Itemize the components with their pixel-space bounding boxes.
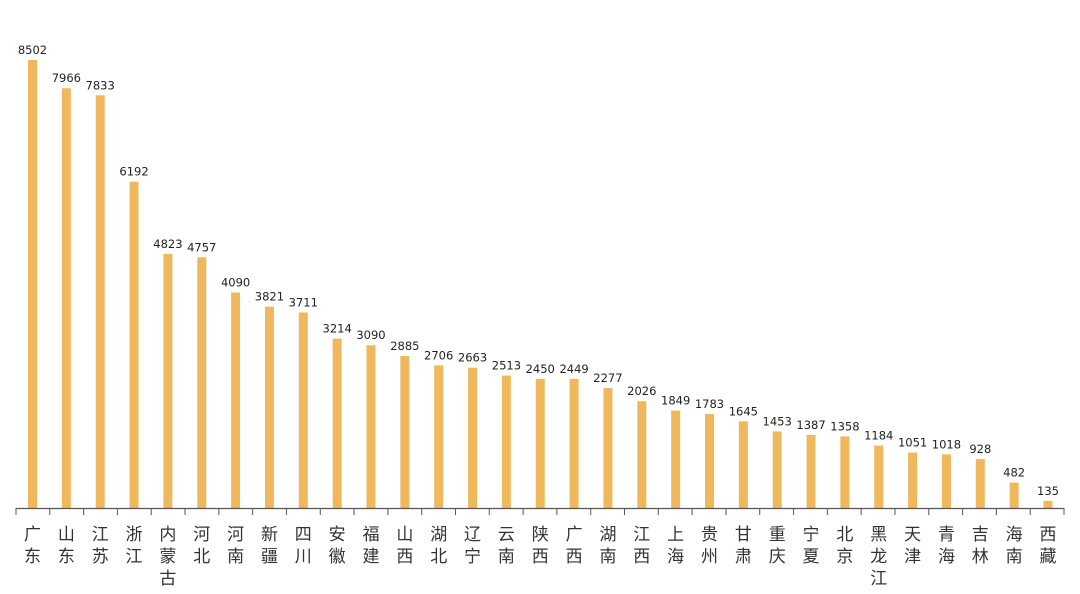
bar bbox=[468, 367, 478, 508]
value-label: 1387 bbox=[796, 418, 825, 432]
category-label: 四川 bbox=[295, 525, 312, 567]
bar bbox=[332, 338, 342, 508]
bar bbox=[569, 378, 579, 508]
value-label: 2450 bbox=[526, 362, 555, 376]
bar bbox=[501, 375, 511, 508]
x-axis-ticks-group bbox=[15, 508, 1065, 515]
value-label: 2885 bbox=[390, 339, 419, 353]
category-label: 上海 bbox=[667, 525, 684, 567]
bar bbox=[231, 292, 241, 508]
category-label: 北京 bbox=[836, 525, 853, 567]
bar bbox=[298, 312, 308, 508]
value-labels-group: 8502 7966 7833 6192 4823 4757 4090 3821 3711 3214… bbox=[18, 43, 1059, 498]
bar bbox=[95, 95, 105, 508]
bar bbox=[671, 410, 681, 508]
bar bbox=[163, 253, 173, 508]
category-label: 河北 bbox=[193, 525, 210, 567]
category-label: 云南 bbox=[498, 525, 515, 567]
category-label: 福建 bbox=[363, 525, 380, 567]
value-label: 1849 bbox=[661, 394, 690, 408]
category-label: 内蒙古 bbox=[159, 525, 176, 589]
bar bbox=[874, 445, 884, 508]
value-label: 3711 bbox=[289, 295, 318, 309]
bar bbox=[400, 355, 410, 508]
bar bbox=[434, 365, 444, 508]
value-label: 2706 bbox=[424, 348, 453, 362]
bar bbox=[28, 60, 37, 508]
value-label: 3090 bbox=[356, 328, 385, 342]
category-label: 河南 bbox=[227, 525, 244, 567]
category-label: 海南 bbox=[1006, 525, 1023, 567]
value-label: 4757 bbox=[187, 240, 216, 254]
category-label: 西藏 bbox=[1040, 525, 1057, 567]
value-label: 1783 bbox=[695, 397, 724, 411]
bar bbox=[603, 388, 613, 508]
value-label: 1453 bbox=[763, 414, 792, 428]
category-label: 山西 bbox=[396, 525, 413, 567]
bars-group bbox=[28, 60, 1053, 508]
category-label: 青海 bbox=[938, 525, 955, 567]
value-label: 7966 bbox=[52, 71, 81, 85]
category-label: 重庆 bbox=[769, 525, 786, 567]
value-label: 2026 bbox=[627, 384, 656, 398]
value-label: 2277 bbox=[593, 371, 622, 385]
category-label: 湖北 bbox=[430, 525, 447, 567]
value-label: 3214 bbox=[323, 322, 352, 336]
bar bbox=[366, 345, 376, 508]
bar bbox=[637, 401, 647, 508]
value-label: 2449 bbox=[559, 362, 588, 376]
category-labels-group: 广东山东江苏浙江内蒙古河北河南新疆四川安徽福建山西湖北辽宁云南陕西广西湖南江西上… bbox=[24, 525, 1057, 589]
category-label: 天津 bbox=[904, 525, 921, 567]
value-label: 1018 bbox=[932, 437, 961, 451]
category-label: 山东 bbox=[58, 525, 75, 567]
bar bbox=[772, 431, 782, 508]
value-label: 2513 bbox=[492, 359, 521, 373]
bar bbox=[197, 257, 207, 508]
category-label: 广东 bbox=[24, 525, 41, 567]
value-label: 1358 bbox=[830, 419, 859, 433]
category-label: 黑龙江 bbox=[870, 525, 887, 589]
bar bbox=[264, 306, 274, 508]
category-label: 陕西 bbox=[532, 525, 549, 567]
value-label: 4090 bbox=[221, 275, 250, 289]
category-label: 湖南 bbox=[599, 525, 616, 567]
bar bbox=[129, 181, 139, 508]
value-label: 3821 bbox=[255, 290, 284, 304]
category-label: 安徽 bbox=[329, 525, 346, 567]
value-label: 1051 bbox=[898, 436, 927, 450]
value-label: 482 bbox=[1003, 466, 1025, 480]
value-label: 135 bbox=[1037, 484, 1059, 498]
bar bbox=[61, 88, 71, 508]
value-label: 7833 bbox=[86, 78, 115, 92]
category-label: 吉林 bbox=[972, 525, 989, 567]
value-label: 928 bbox=[969, 442, 991, 456]
bar bbox=[975, 459, 985, 508]
category-label: 宁夏 bbox=[803, 525, 820, 567]
category-label: 江苏 bbox=[92, 525, 109, 567]
category-label: 辽宁 bbox=[464, 525, 481, 567]
bar bbox=[1009, 482, 1019, 508]
category-label: 江西 bbox=[633, 525, 650, 567]
bar bbox=[941, 454, 951, 508]
bar bbox=[840, 436, 850, 508]
value-label: 4823 bbox=[153, 237, 182, 251]
bar bbox=[908, 452, 918, 508]
category-label: 浙江 bbox=[126, 525, 143, 567]
category-label: 贵州 bbox=[701, 525, 718, 567]
value-label: 1645 bbox=[729, 404, 758, 418]
value-label: 6192 bbox=[119, 165, 148, 179]
bar bbox=[535, 378, 545, 508]
value-label: 2663 bbox=[458, 351, 487, 365]
value-label: 1184 bbox=[864, 429, 893, 443]
category-label: 甘肃 bbox=[735, 525, 752, 567]
bar bbox=[806, 434, 816, 508]
value-label: 8502 bbox=[18, 43, 47, 57]
category-label: 广西 bbox=[566, 525, 583, 567]
bar bbox=[1043, 500, 1053, 508]
category-label: 新疆 bbox=[261, 525, 278, 567]
bar bbox=[705, 414, 714, 508]
bar bbox=[738, 421, 748, 508]
